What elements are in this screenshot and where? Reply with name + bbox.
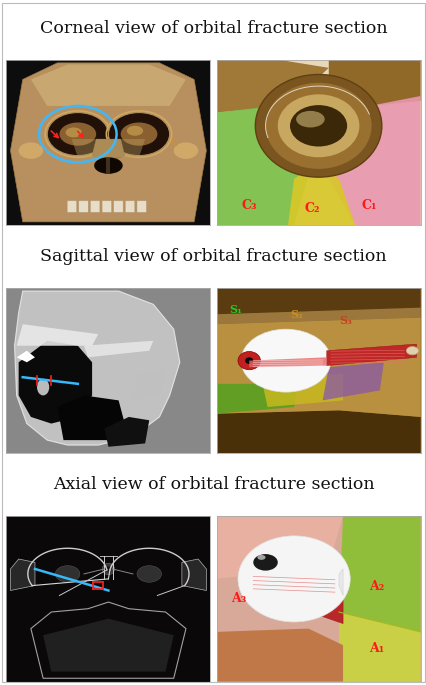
FancyBboxPatch shape bbox=[113, 201, 123, 212]
Polygon shape bbox=[14, 291, 179, 445]
FancyBboxPatch shape bbox=[0, 238, 271, 503]
Ellipse shape bbox=[59, 123, 96, 146]
Ellipse shape bbox=[406, 347, 417, 355]
Polygon shape bbox=[106, 158, 110, 174]
Polygon shape bbox=[84, 340, 153, 358]
FancyBboxPatch shape bbox=[0, 466, 271, 685]
Ellipse shape bbox=[265, 83, 371, 169]
Polygon shape bbox=[104, 417, 149, 447]
Polygon shape bbox=[328, 60, 420, 106]
Ellipse shape bbox=[55, 566, 80, 582]
Ellipse shape bbox=[94, 158, 122, 174]
Text: C₃: C₃ bbox=[241, 199, 256, 212]
Ellipse shape bbox=[66, 127, 82, 138]
Polygon shape bbox=[287, 162, 354, 225]
Text: Sagittal view of orbital fracture section: Sagittal view of orbital fracture sectio… bbox=[40, 248, 386, 265]
FancyBboxPatch shape bbox=[102, 201, 111, 212]
FancyBboxPatch shape bbox=[137, 201, 146, 212]
Polygon shape bbox=[247, 569, 342, 623]
Polygon shape bbox=[181, 559, 206, 590]
Ellipse shape bbox=[105, 566, 111, 571]
Ellipse shape bbox=[108, 112, 169, 155]
Polygon shape bbox=[17, 324, 98, 346]
Polygon shape bbox=[216, 308, 420, 324]
Ellipse shape bbox=[19, 142, 43, 159]
Ellipse shape bbox=[237, 536, 349, 622]
Polygon shape bbox=[132, 371, 165, 400]
Ellipse shape bbox=[255, 75, 381, 177]
Polygon shape bbox=[17, 351, 35, 362]
FancyBboxPatch shape bbox=[90, 201, 100, 212]
Text: A₁: A₁ bbox=[369, 642, 384, 655]
Text: S₁: S₁ bbox=[228, 303, 241, 314]
Ellipse shape bbox=[296, 111, 324, 127]
Polygon shape bbox=[338, 569, 342, 595]
Polygon shape bbox=[216, 318, 420, 417]
Ellipse shape bbox=[173, 142, 198, 159]
FancyBboxPatch shape bbox=[155, 466, 426, 685]
Ellipse shape bbox=[47, 112, 108, 155]
Polygon shape bbox=[43, 619, 173, 671]
Polygon shape bbox=[11, 63, 206, 222]
Ellipse shape bbox=[137, 566, 161, 582]
FancyBboxPatch shape bbox=[125, 201, 135, 212]
Text: C₂: C₂ bbox=[304, 202, 320, 215]
Ellipse shape bbox=[102, 563, 114, 575]
FancyBboxPatch shape bbox=[67, 201, 76, 212]
Polygon shape bbox=[328, 96, 420, 225]
Ellipse shape bbox=[257, 555, 265, 560]
Polygon shape bbox=[216, 384, 297, 414]
Ellipse shape bbox=[277, 95, 359, 158]
Polygon shape bbox=[216, 288, 420, 324]
Polygon shape bbox=[216, 516, 342, 579]
Polygon shape bbox=[39, 132, 72, 146]
Polygon shape bbox=[145, 132, 177, 146]
FancyBboxPatch shape bbox=[155, 10, 426, 275]
FancyBboxPatch shape bbox=[79, 201, 88, 212]
Polygon shape bbox=[216, 629, 342, 682]
Polygon shape bbox=[11, 559, 35, 590]
Polygon shape bbox=[19, 340, 92, 423]
Text: C₁: C₁ bbox=[361, 199, 377, 212]
Text: Corneal view of orbital fracture section: Corneal view of orbital fracture section bbox=[40, 20, 386, 37]
Ellipse shape bbox=[289, 105, 346, 147]
Polygon shape bbox=[72, 139, 145, 158]
FancyBboxPatch shape bbox=[155, 238, 426, 503]
Ellipse shape bbox=[121, 123, 157, 146]
Polygon shape bbox=[326, 344, 415, 366]
Ellipse shape bbox=[241, 329, 330, 392]
Polygon shape bbox=[216, 106, 308, 225]
Ellipse shape bbox=[253, 554, 277, 571]
Polygon shape bbox=[216, 60, 328, 112]
Polygon shape bbox=[261, 374, 342, 407]
Polygon shape bbox=[57, 395, 124, 440]
Polygon shape bbox=[249, 358, 326, 367]
Polygon shape bbox=[31, 64, 185, 106]
Polygon shape bbox=[322, 362, 383, 400]
Ellipse shape bbox=[127, 126, 143, 136]
Polygon shape bbox=[92, 139, 124, 162]
Polygon shape bbox=[338, 612, 420, 682]
Ellipse shape bbox=[237, 351, 260, 370]
Text: A₂: A₂ bbox=[369, 580, 384, 593]
Ellipse shape bbox=[245, 358, 253, 364]
Polygon shape bbox=[338, 516, 420, 632]
Polygon shape bbox=[216, 410, 420, 453]
Text: S₂: S₂ bbox=[289, 308, 302, 320]
Text: A₃: A₃ bbox=[230, 592, 245, 605]
Ellipse shape bbox=[37, 379, 49, 395]
Text: Axial view of orbital fracture section: Axial view of orbital fracture section bbox=[52, 476, 374, 493]
Text: S₃: S₃ bbox=[338, 315, 351, 326]
